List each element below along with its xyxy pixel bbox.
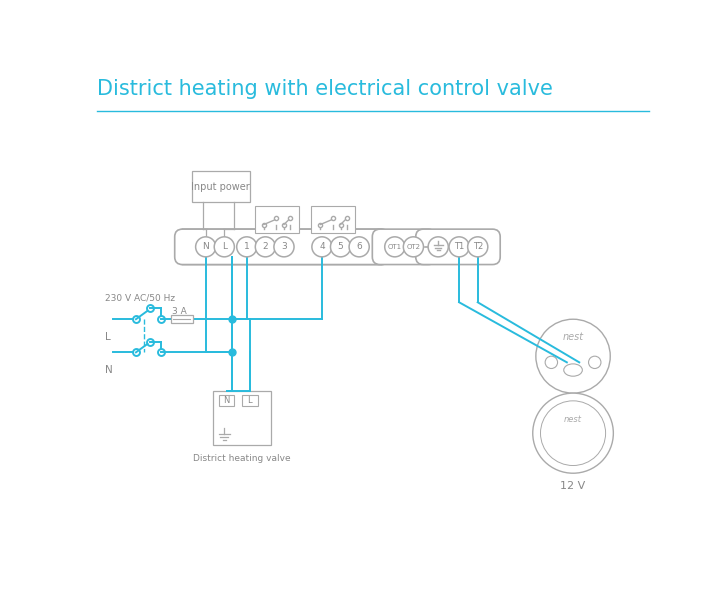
Text: T1: T1: [454, 242, 464, 251]
Text: N: N: [223, 396, 230, 405]
Circle shape: [588, 356, 601, 368]
Bar: [255, 206, 298, 233]
Circle shape: [533, 393, 614, 473]
Circle shape: [384, 237, 405, 257]
Circle shape: [349, 237, 369, 257]
Text: L: L: [222, 242, 227, 251]
Text: L: L: [248, 396, 252, 405]
FancyBboxPatch shape: [372, 229, 436, 264]
Text: OT2: OT2: [406, 244, 420, 250]
Text: 1: 1: [244, 242, 250, 251]
Circle shape: [467, 237, 488, 257]
FancyBboxPatch shape: [416, 229, 500, 264]
Bar: [242, 396, 258, 406]
Circle shape: [274, 237, 294, 257]
Bar: [219, 396, 234, 406]
Circle shape: [540, 401, 606, 466]
Ellipse shape: [563, 364, 582, 376]
Text: 230 V AC/50 Hz: 230 V AC/50 Hz: [105, 294, 175, 303]
FancyBboxPatch shape: [183, 229, 381, 264]
Circle shape: [403, 237, 424, 257]
Text: District heating with electrical control valve: District heating with electrical control…: [98, 79, 553, 99]
Text: N: N: [105, 365, 113, 375]
Text: 2: 2: [263, 242, 268, 251]
Text: District heating valve: District heating valve: [193, 454, 290, 463]
Text: 5: 5: [338, 242, 344, 251]
Circle shape: [256, 237, 275, 257]
Bar: [191, 172, 250, 202]
Text: N: N: [202, 242, 209, 251]
Circle shape: [331, 237, 351, 257]
Circle shape: [312, 237, 332, 257]
Text: 3 A: 3 A: [173, 307, 187, 316]
Bar: [171, 315, 192, 323]
Bar: [311, 206, 355, 233]
Text: nest: nest: [564, 415, 582, 424]
Text: nest: nest: [563, 332, 584, 342]
Text: T2: T2: [472, 242, 483, 251]
Text: L: L: [105, 332, 111, 342]
Text: 6: 6: [356, 242, 362, 251]
Circle shape: [196, 237, 215, 257]
Text: 4: 4: [319, 242, 325, 251]
Text: 3: 3: [281, 242, 287, 251]
Circle shape: [428, 237, 448, 257]
Circle shape: [545, 356, 558, 368]
Text: 12 V: 12 V: [561, 481, 585, 491]
Circle shape: [214, 237, 234, 257]
Circle shape: [449, 237, 470, 257]
Bar: [213, 391, 271, 445]
Text: OT1: OT1: [388, 244, 402, 250]
Circle shape: [237, 237, 257, 257]
Text: Input power: Input power: [191, 182, 250, 192]
Circle shape: [536, 319, 610, 393]
FancyBboxPatch shape: [175, 229, 389, 264]
